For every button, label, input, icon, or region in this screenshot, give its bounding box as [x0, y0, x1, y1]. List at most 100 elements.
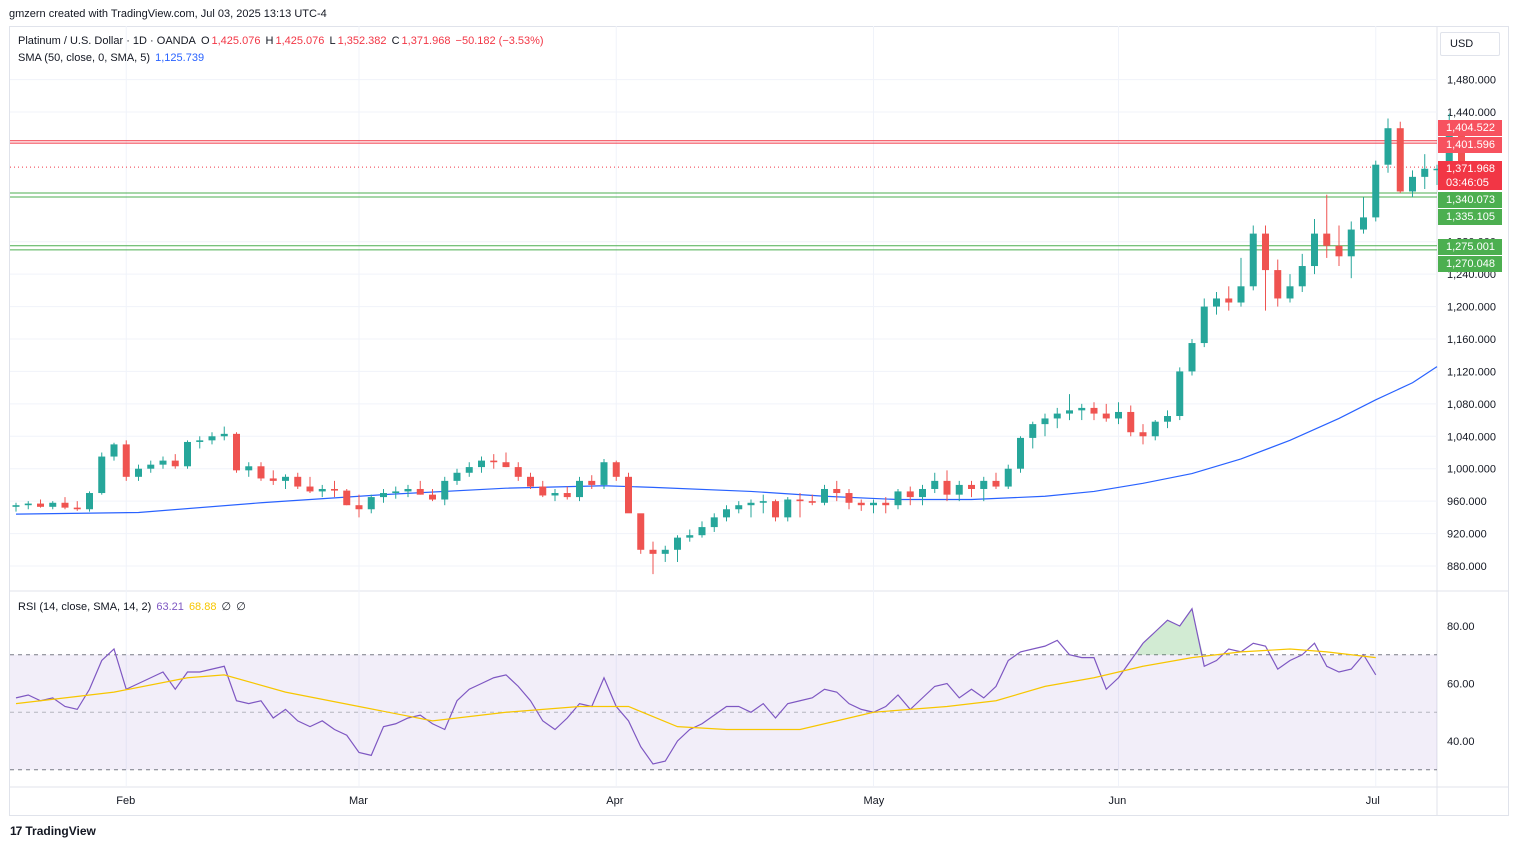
rsi-tick-label: 40.00 — [1447, 736, 1475, 748]
candle-body — [772, 501, 779, 518]
candle-body — [1053, 413, 1061, 419]
price-tick-label: 1,480.000 — [1447, 75, 1496, 87]
candle-body — [796, 499, 804, 502]
candle-body — [392, 491, 400, 494]
brand-name: TradingView — [25, 824, 96, 838]
candle-body — [1225, 298, 1233, 303]
candle-body — [1409, 176, 1416, 192]
rsi-line — [15, 607, 1377, 765]
time-tick-label: Feb — [116, 795, 135, 807]
candle-body — [110, 444, 118, 457]
candle-body — [98, 456, 106, 494]
candle-body — [1372, 164, 1380, 218]
resistance-upper-tag: 1,404.522 — [1438, 120, 1502, 136]
rsi-label: RSI (14, close, SMA, 14, 2) — [18, 601, 152, 613]
candle-body — [821, 488, 828, 503]
candle-body — [1311, 233, 1318, 267]
candle-body — [306, 486, 314, 492]
candle-body — [257, 466, 265, 479]
candle-body — [24, 503, 32, 506]
candle-body — [196, 440, 204, 442]
candle-body — [588, 480, 596, 485]
high-label: H — [265, 35, 274, 47]
candle-body — [465, 467, 473, 473]
rsi-extra-1: ∅ — [221, 601, 232, 613]
candle-body — [1176, 371, 1184, 417]
price-tick-label: 1,160.000 — [1447, 334, 1496, 346]
support1-upper-tag: 1,340.073 — [1438, 192, 1502, 208]
candle-body — [159, 460, 167, 465]
candle-body — [208, 436, 216, 441]
candle-body — [1347, 229, 1355, 257]
candle-body — [1213, 298, 1220, 307]
price-tick-label: 1,040.000 — [1447, 431, 1496, 443]
candle-body — [404, 488, 412, 492]
candle-body — [1433, 168, 1441, 171]
candle-body — [894, 491, 902, 506]
candle-body — [37, 503, 44, 507]
open-label: O — [200, 35, 210, 47]
candle-body — [1249, 233, 1257, 287]
candle-body — [1200, 306, 1208, 344]
candle-body — [502, 462, 510, 468]
candle-body — [220, 433, 228, 437]
candle-body — [1102, 413, 1110, 419]
time-tick-label: May — [864, 795, 885, 807]
price-tick-label: 1,000.000 — [1447, 464, 1496, 476]
candle-body — [1360, 217, 1367, 230]
candle-body — [870, 502, 877, 506]
candle-body — [147, 464, 155, 469]
rsi-overbought-fill — [1134, 608, 1204, 655]
candle-body — [294, 476, 302, 487]
candle-body — [1127, 411, 1135, 433]
candle-body — [747, 502, 755, 506]
candle-body — [282, 476, 289, 481]
countdown-tag: 03:46:05 — [1438, 176, 1502, 190]
last-price-tag: 1,371.968 — [1438, 161, 1502, 177]
candle-body — [882, 502, 890, 506]
candle-body — [637, 513, 645, 550]
candle-body — [331, 488, 338, 491]
candle-body — [1004, 468, 1012, 487]
sma-value: 1,125.739 — [155, 52, 205, 64]
currency-selector[interactable]: USD — [1440, 32, 1500, 56]
candle-body — [784, 499, 792, 518]
candle-body — [1151, 421, 1159, 437]
candle-body — [600, 462, 608, 485]
candle-body — [992, 480, 1000, 487]
candle-body — [1188, 343, 1196, 372]
price-tick-label: 1,440.000 — [1447, 107, 1496, 119]
support2-upper-tag: 1,275.001 — [1438, 239, 1502, 255]
rsi-value: 63.21 — [156, 601, 184, 613]
open-value: 1,425.076 — [211, 35, 261, 47]
candle-body — [576, 480, 583, 498]
candle-body — [73, 507, 81, 510]
candle-body — [1237, 286, 1245, 303]
sma-label: SMA (50, close, 0, SMA, 5) — [18, 52, 151, 64]
candle-body — [686, 535, 694, 538]
candle-body — [478, 460, 485, 468]
close-label: C — [391, 35, 400, 47]
candle-body — [1298, 266, 1306, 287]
candle-body — [919, 488, 926, 498]
tradingview-logo-icon: 17 — [10, 824, 22, 838]
support2-lower-tag: 1,270.048 — [1438, 256, 1502, 272]
time-tick-label: Jul — [1366, 795, 1380, 807]
footer-brand[interactable]: 17 TradingView — [10, 824, 96, 838]
candle-body — [122, 444, 130, 477]
candle-body — [735, 505, 743, 510]
high-value: 1,425.076 — [275, 35, 325, 47]
candle-body — [355, 505, 363, 510]
candle-body — [514, 467, 522, 477]
candle-body — [184, 441, 191, 467]
candle-body — [968, 484, 975, 489]
candle-body — [1384, 128, 1392, 165]
candle-body — [527, 476, 534, 487]
low-value: 1,352.382 — [337, 35, 387, 47]
candle-body — [539, 486, 547, 496]
time-tick-label: Apr — [606, 795, 623, 807]
chart-attribution: gmzern created with TradingView.com, Jul… — [9, 8, 327, 20]
candle-body — [245, 466, 253, 471]
close-value: 1,371.968 — [401, 35, 451, 47]
